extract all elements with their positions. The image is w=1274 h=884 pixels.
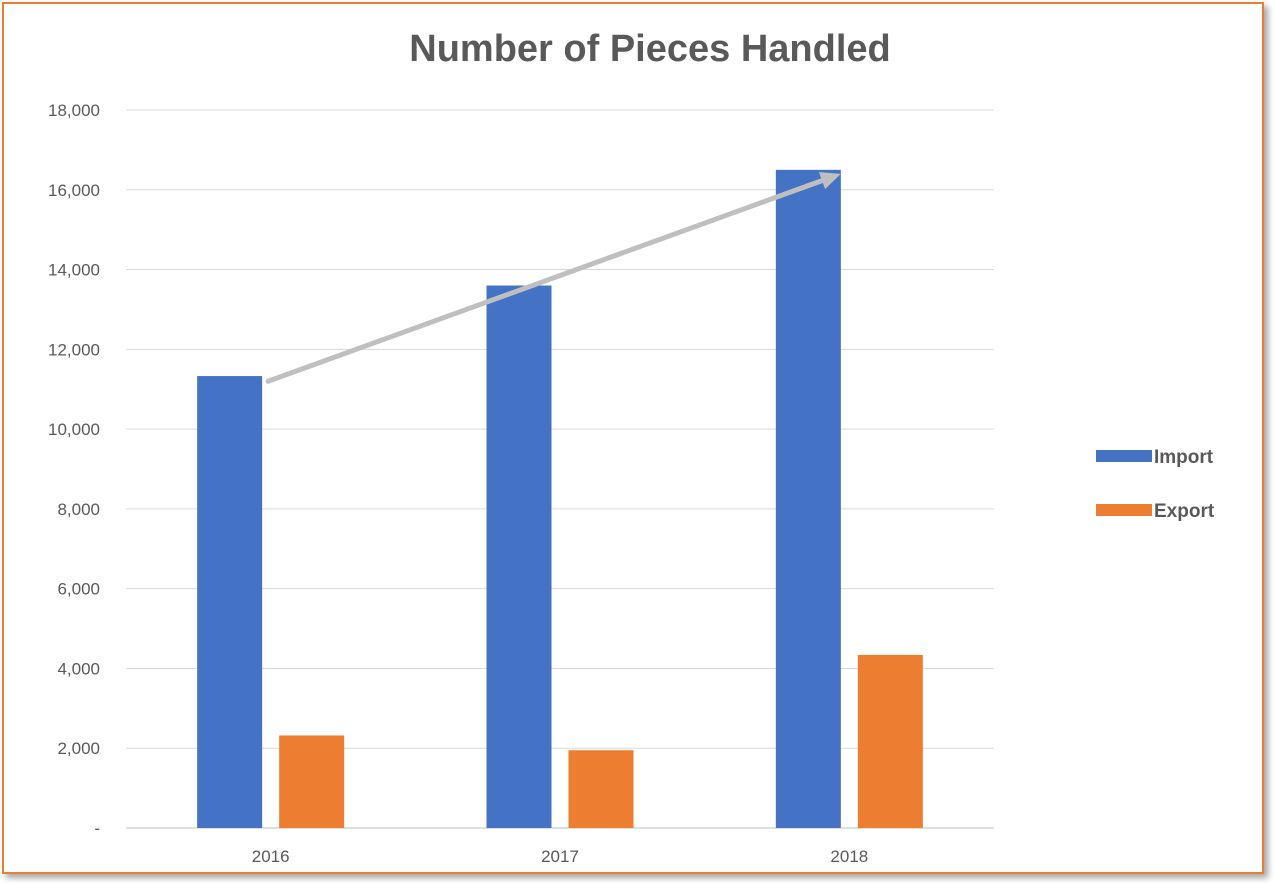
bar-export-2018 [857, 654, 923, 828]
trend-arrow-line [265, 178, 825, 384]
legend: Import Export [1096, 447, 1215, 522]
x-tick-label: 2018 [830, 847, 868, 866]
bar-import-2016 [197, 376, 263, 828]
y-tick-label: 4,000 [57, 659, 100, 678]
y-tick-label: - [94, 819, 100, 838]
y-tick-label: 10,000 [48, 420, 100, 439]
trend-arrow [265, 172, 841, 384]
bars [197, 169, 923, 829]
y-tick-label: 18,000 [48, 101, 100, 120]
x-tick-label: 2017 [541, 847, 579, 866]
legend-swatch-export [1096, 504, 1152, 516]
bar-import-2017 [486, 285, 552, 828]
x-tick-label: 2016 [252, 847, 290, 866]
y-tick-label: 14,000 [48, 261, 100, 280]
y-tick-label: 8,000 [57, 500, 100, 519]
trend-arrow-head [818, 172, 841, 190]
bar-export-2016 [279, 735, 345, 828]
y-tick-label: 12,000 [48, 340, 100, 359]
chart-title: Number of Pieces Handled [409, 28, 891, 70]
legend-swatch-import [1096, 450, 1152, 462]
y-tick-label: 2,000 [57, 739, 100, 758]
bar-import-2018 [775, 169, 841, 829]
x-axis-tick-labels: 2016 2017 2018 [252, 847, 868, 866]
y-axis-tick-labels: - 2,000 4,000 6,000 8,000 10,000 12,000 14,000 1… [48, 101, 100, 838]
bar-export-2017 [568, 750, 634, 828]
legend-label-import: Import [1154, 447, 1214, 468]
legend-label-export: Export [1154, 501, 1215, 522]
y-tick-label: 16,000 [48, 181, 100, 200]
gridlines [126, 109, 994, 829]
y-tick-label: 6,000 [57, 580, 100, 599]
